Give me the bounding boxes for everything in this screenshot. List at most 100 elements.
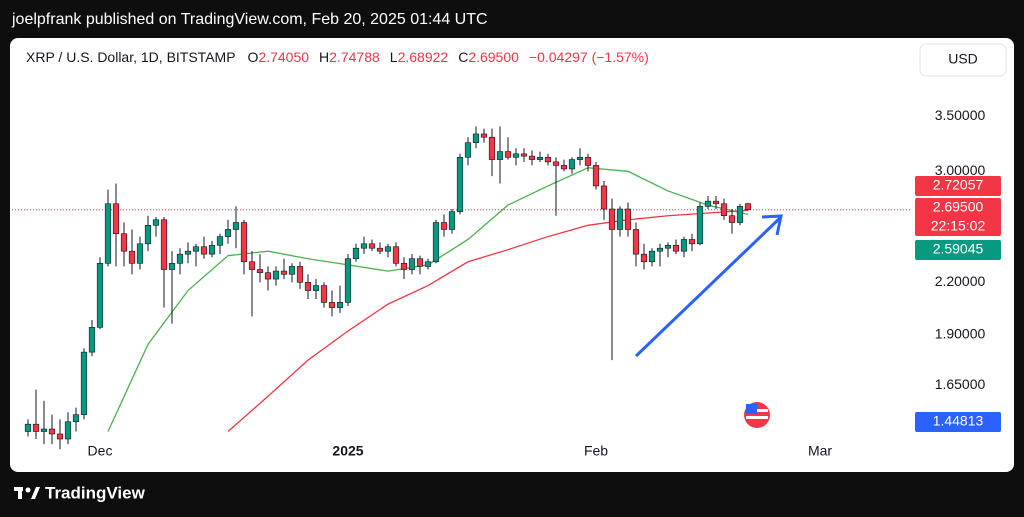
candle-body — [680, 239, 688, 252]
candle-body — [296, 266, 304, 283]
y-tick-label: 3.00000 — [935, 162, 986, 178]
candle-body — [176, 253, 184, 264]
candle-body — [472, 133, 480, 143]
symbol: XRP / U.S. Dollar, 1D, BITSTAMP — [26, 49, 236, 65]
x-tick-label: Mar — [808, 443, 832, 459]
flag-icon — [744, 402, 770, 428]
candle-body — [744, 203, 752, 210]
candle-body — [368, 243, 376, 249]
candle-body — [352, 247, 360, 260]
candle-body — [200, 246, 208, 255]
candle-body — [560, 165, 568, 170]
candle-body — [152, 219, 160, 226]
candle-body — [392, 246, 400, 264]
candle-body — [552, 161, 560, 166]
candle-body — [136, 243, 144, 264]
candle-body — [184, 250, 192, 255]
candle-body — [72, 414, 80, 423]
price-label-box — [915, 412, 1001, 432]
candle-body — [592, 165, 600, 187]
candle-body — [696, 206, 704, 245]
candle-body — [456, 156, 464, 212]
candle-body — [480, 133, 488, 138]
candle-body — [488, 136, 496, 160]
currency-button[interactable] — [919, 43, 1007, 77]
candle-body — [32, 423, 40, 432]
candle-body — [192, 246, 200, 252]
y-tick-label: 2.20000 — [935, 273, 986, 289]
candle-body — [408, 258, 416, 270]
price-label-box — [915, 176, 1001, 196]
candle-body — [304, 282, 312, 291]
candle-body — [656, 247, 664, 252]
candle-body — [96, 263, 104, 328]
candle-body — [336, 302, 344, 308]
candle-body — [720, 203, 728, 217]
candle-body — [48, 428, 56, 435]
candle-body — [360, 243, 368, 249]
candle-body — [440, 222, 448, 230]
candle-body — [544, 156, 552, 163]
candle-body — [256, 269, 264, 273]
candle-body — [512, 153, 520, 158]
candle-body — [624, 208, 632, 230]
candle-body — [168, 263, 176, 270]
candle-body — [24, 423, 32, 432]
candle-body — [608, 208, 616, 230]
price-label-box — [915, 198, 1001, 236]
logo — [14, 487, 40, 499]
price-label: 1.44813 — [933, 413, 984, 429]
price-label: 2.72057 — [933, 177, 984, 193]
candle-body — [208, 244, 216, 255]
candle-body — [416, 258, 424, 267]
candle-body — [264, 272, 272, 280]
candle-body — [448, 211, 456, 230]
y-tick-label: 1.90000 — [935, 325, 986, 341]
currency: USD — [948, 51, 978, 67]
candle-body — [376, 247, 384, 252]
y-tick-label: 1.65000 — [935, 376, 986, 392]
candle-body — [616, 208, 624, 230]
candle-body — [384, 246, 392, 252]
candle-body — [344, 258, 352, 303]
candle-body — [568, 159, 576, 170]
candle-body — [64, 421, 72, 440]
candle-body — [56, 433, 64, 440]
candle-body — [112, 203, 120, 235]
x-tick-label: Feb — [584, 443, 608, 459]
candle-body — [144, 224, 152, 245]
candle-body — [704, 200, 712, 207]
candle-body — [400, 263, 408, 270]
candle-body — [432, 222, 440, 263]
ohlc-key: H — [319, 49, 329, 65]
candle-body — [88, 327, 96, 353]
arrow — [634, 216, 782, 358]
x-tick-label: Dec — [88, 443, 113, 459]
candle-body — [232, 222, 240, 230]
candle-body — [632, 229, 640, 255]
ohlc-key: L — [390, 49, 398, 65]
candle-body — [424, 261, 432, 267]
candle-body — [504, 151, 512, 158]
ohlc-value: 2.74050 — [258, 49, 309, 65]
candle-body — [40, 428, 48, 432]
candle-body — [664, 244, 672, 249]
header: joelpfrank published on TradingView.com,… — [11, 11, 488, 28]
candle-body — [312, 285, 320, 291]
candle-body — [120, 233, 128, 252]
candle-body — [600, 185, 608, 210]
candle-body — [128, 250, 136, 264]
price-label: 22:15:02 — [931, 218, 986, 234]
candle-body — [224, 229, 232, 237]
candle-body — [80, 351, 88, 415]
candle-body — [528, 155, 536, 160]
footer-brand: TradingView — [45, 483, 146, 502]
candle-body — [464, 142, 472, 158]
candle-body — [104, 203, 112, 264]
price-label: 2.69500 — [933, 199, 984, 215]
ohlc-key: C — [458, 49, 468, 65]
change: −0.04297 (−1.57%) — [529, 49, 649, 65]
ohlc-value: 2.69500 — [468, 49, 519, 65]
